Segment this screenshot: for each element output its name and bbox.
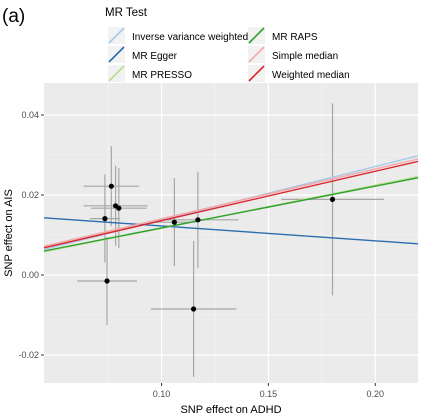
data-points bbox=[102, 183, 336, 312]
legend-entry-label: MR RAPS bbox=[272, 32, 318, 43]
data-point bbox=[104, 278, 110, 284]
data-point bbox=[171, 219, 177, 225]
legend-entry-label: MR PRESSO bbox=[132, 70, 192, 81]
legend-key-line bbox=[108, 65, 125, 82]
data-point bbox=[329, 196, 336, 202]
x-axis-label: SNP effect on ADHD bbox=[180, 404, 281, 416]
y-axis-ticks: -0.02 0.00 0.02 0.04 bbox=[18, 110, 44, 360]
x-tick-label: 0.20 bbox=[366, 389, 384, 399]
legend-key-line bbox=[248, 65, 265, 82]
y-tick-label: 0.04 bbox=[21, 110, 39, 120]
legend-title: MR Test bbox=[105, 7, 148, 19]
legend-key-line bbox=[248, 46, 265, 63]
legend-key-line bbox=[108, 27, 125, 44]
line-simple-median bbox=[43, 158, 419, 247]
y-axis-label: SNP effect on AIS bbox=[3, 189, 15, 277]
x-tick-label: 0.15 bbox=[260, 389, 278, 399]
x-tick-label: 0.10 bbox=[153, 389, 171, 399]
legend-entry-label: Simple median bbox=[272, 51, 338, 62]
data-point bbox=[195, 217, 201, 223]
panel-label: (a) bbox=[2, 6, 25, 27]
legend: MR Test Inverse variance weighted MR Egge… bbox=[105, 7, 350, 82]
legend-key-line bbox=[108, 46, 125, 63]
legend-entry-label: MR Egger bbox=[132, 51, 178, 62]
x-axis-ticks: 0.10 0.15 0.20 bbox=[153, 383, 384, 399]
data-point bbox=[108, 183, 114, 189]
legend-entry-label: Weighted median bbox=[272, 70, 350, 81]
y-tick-label: -0.02 bbox=[18, 350, 39, 360]
y-tick-label: 0.00 bbox=[21, 270, 39, 280]
legend-key-line bbox=[248, 27, 265, 44]
data-point bbox=[102, 216, 108, 222]
y-tick-label: 0.02 bbox=[21, 190, 39, 200]
data-point bbox=[191, 306, 197, 312]
line-weighted-median bbox=[43, 160, 419, 249]
legend-entry-label: Inverse variance weighted bbox=[132, 32, 248, 43]
line-mr-egger bbox=[43, 217, 419, 245]
data-point bbox=[116, 205, 122, 211]
regression-lines bbox=[43, 155, 419, 253]
line-mr-raps bbox=[43, 177, 419, 252]
